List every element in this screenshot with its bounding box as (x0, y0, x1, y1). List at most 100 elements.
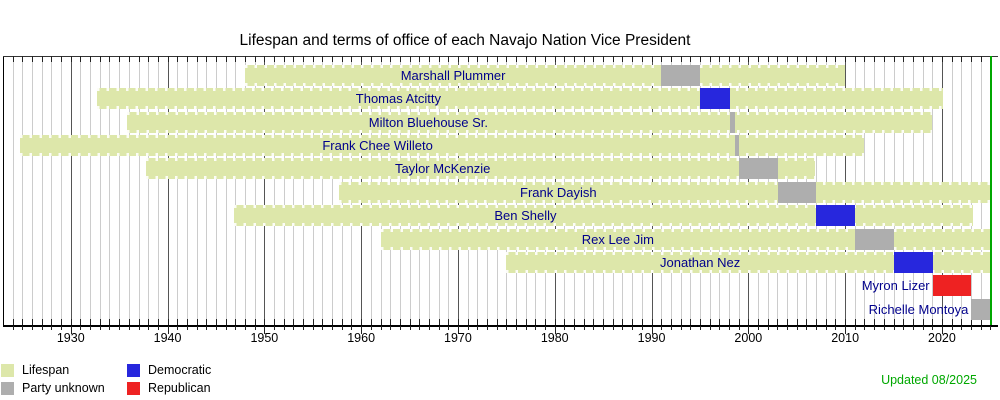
top-tick (32, 56, 34, 62)
bottom-outside-tick (767, 326, 769, 330)
bottom-outside-tick (622, 326, 624, 330)
decade-tick-label: 1980 (540, 331, 569, 345)
bottom-inside-tick (32, 319, 34, 325)
bottom-inside-tick (874, 319, 876, 325)
bottom-inside-tick (254, 319, 256, 325)
top-tick (593, 56, 595, 62)
top-tick (264, 56, 266, 62)
bottom-outside-tick (777, 326, 779, 330)
person-name-label: Frank Dayish (520, 184, 597, 200)
top-tick (148, 56, 150, 62)
top-tick (157, 56, 159, 62)
top-tick (41, 56, 43, 62)
top-tick (70, 56, 72, 62)
top-tick (428, 56, 430, 62)
top-tick (119, 56, 121, 62)
bottom-inside-tick (457, 319, 459, 325)
person-name-label: Richelle Montoya (868, 301, 969, 317)
bottom-outside-tick (970, 326, 972, 330)
bottom-outside-tick (274, 326, 276, 330)
bottom-inside-tick (796, 319, 798, 325)
updated-note: Updated 08/2025 (881, 373, 977, 387)
bottom-inside-tick (283, 319, 285, 325)
bottom-outside-tick (409, 326, 411, 330)
bottom-outside-tick (845, 326, 847, 334)
bottom-outside-tick (816, 326, 818, 330)
year-gridline (225, 56, 227, 325)
legend-swatch (1, 363, 14, 377)
bottom-inside-tick (215, 319, 217, 325)
bottom-outside-tick (564, 326, 566, 330)
bottom-inside-tick (758, 319, 759, 325)
bottom-inside-tick (196, 319, 198, 325)
bottom-inside-tick (399, 319, 401, 325)
person-name-label: Taylor McKenzie (394, 161, 491, 177)
bottom-outside-tick (535, 326, 537, 330)
bottom-inside-tick (380, 319, 382, 325)
bottom-outside-tick (157, 326, 159, 330)
top-tick (399, 56, 401, 62)
year-gridline (303, 56, 305, 325)
bottom-outside-tick (980, 326, 982, 330)
bottom-outside-tick (254, 326, 256, 330)
bottom-outside-tick (196, 326, 198, 330)
top-tick (796, 56, 798, 62)
bottom-outside-tick (486, 326, 488, 330)
top-tick (419, 56, 421, 62)
term-segment (855, 228, 894, 250)
legend: Lifespan Party unknown Democratic Republica… (1, 361, 211, 397)
year-gridline (206, 56, 208, 325)
person-name-label: Jonathan Nez (660, 254, 741, 270)
top-tick (109, 56, 111, 62)
bottom-outside-tick (109, 326, 111, 330)
bottom-inside-tick (951, 319, 953, 325)
bottom-outside-tick (380, 326, 382, 330)
bottom-inside-tick (593, 319, 595, 325)
bottom-inside-tick (351, 319, 353, 325)
bottom-outside-tick (748, 326, 750, 334)
bottom-outside-tick (235, 326, 237, 330)
bottom-inside-tick (486, 319, 488, 325)
bottom-outside-tick (428, 326, 430, 330)
bottom-inside-tick (961, 319, 963, 325)
bottom-inside-tick (177, 319, 179, 325)
bottom-outside-tick (477, 326, 479, 330)
bottom-inside-tick (235, 319, 237, 325)
lifespan-bar (380, 228, 991, 250)
top-tick (564, 56, 566, 62)
top-tick (603, 56, 605, 62)
bottom-outside-tick (941, 326, 943, 334)
bottom-inside-tick (941, 319, 943, 325)
bottom-inside-tick (728, 319, 730, 325)
top-tick (477, 56, 479, 62)
top-tick (235, 56, 237, 62)
bottom-outside-tick (912, 326, 914, 330)
top-tick (903, 56, 905, 62)
top-tick (874, 56, 876, 62)
decade-gridline (167, 56, 169, 325)
bottom-outside-tick (399, 326, 401, 330)
year-gridline (322, 56, 324, 325)
decade-tick-label: 2000 (734, 331, 763, 345)
bottom-outside-tick (225, 326, 227, 330)
top-tick (651, 56, 653, 62)
bottom-inside-tick (535, 319, 537, 325)
bottom-inside-tick (574, 319, 576, 325)
top-tick (932, 56, 934, 62)
decade-tick-label: 1930 (56, 331, 85, 345)
bottom-inside-tick (748, 319, 750, 325)
year-gridline (157, 56, 159, 325)
bottom-outside-tick (32, 326, 34, 330)
bottom-outside-tick (370, 326, 372, 330)
bottom-outside-tick (22, 326, 24, 330)
bottom-inside-tick (787, 319, 789, 325)
bottom-outside-tick (390, 326, 392, 330)
decade-gridline (264, 56, 266, 325)
bottom-outside-tick (99, 326, 101, 330)
bottom-outside-tick (922, 326, 924, 330)
lifespan-bar (338, 181, 991, 203)
bottom-inside-tick (583, 319, 585, 325)
bottom-outside-tick (90, 326, 92, 330)
bottom-outside-tick (574, 326, 576, 330)
